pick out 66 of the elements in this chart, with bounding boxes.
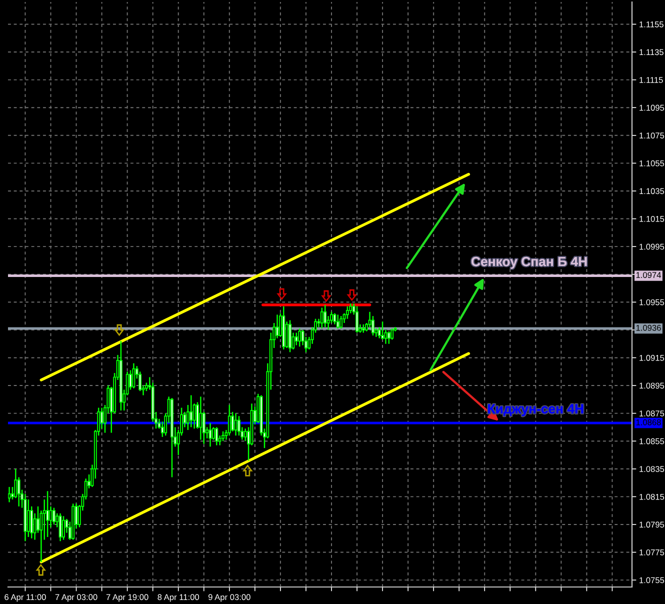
x-tick-label: 8 Apr 11:00 — [158, 594, 200, 602]
candlestick — [340, 315, 343, 330]
ref-line-label: 1.0936 — [636, 324, 661, 331]
candlestick — [52, 507, 56, 526]
y-tick-label: 1.0995 — [640, 244, 664, 250]
candlestick — [356, 306, 358, 334]
candlestick — [276, 314, 279, 339]
candlestick — [387, 330, 390, 344]
y-tick-label: 1.0915 — [640, 354, 664, 361]
y-tick-label: 1.0875 — [640, 410, 664, 416]
candlestick — [381, 320, 384, 340]
candlestick — [371, 315, 374, 336]
y-tick-label: 1.0955 — [640, 299, 664, 306]
candlestick — [222, 430, 224, 442]
candlestick — [237, 415, 240, 436]
candlestick — [326, 315, 330, 331]
candlestick — [62, 516, 65, 540]
ref-line-label: 1.0868 — [636, 419, 661, 426]
y-tick-label: 1.1075 — [640, 132, 664, 138]
candlestick — [100, 407, 104, 430]
candlestick — [333, 312, 336, 325]
x-tick-label: 9 Apr 03:00 — [208, 594, 250, 602]
candlestick — [199, 396, 202, 440]
y-tick-label: 1.0855 — [640, 438, 664, 444]
candlestick — [231, 411, 234, 432]
y-tick-label: 1.1095 — [640, 104, 664, 111]
candlestick — [324, 304, 327, 328]
candlestick — [36, 506, 40, 534]
candlestick — [336, 314, 340, 330]
candlestick — [390, 328, 394, 340]
candlestick — [49, 506, 52, 528]
y-tick-label: 1.0835 — [640, 466, 664, 472]
y-tick-label: 1.1055 — [640, 160, 664, 166]
annotation: Сенкоу Спан Б 4H — [472, 256, 587, 269]
ref-line-label: 1.0974 — [636, 272, 661, 278]
y-tick-label: 1.1015 — [640, 216, 664, 222]
y-tick-label: 1.0895 — [640, 382, 664, 389]
candlestick — [234, 412, 238, 436]
candlestick — [132, 362, 136, 389]
candlestick — [244, 428, 247, 442]
x-tick-label: 7 Apr 03:00 — [55, 594, 98, 602]
y-tick-label: 1.0775 — [640, 549, 664, 556]
y-tick-label: 1.0755 — [640, 577, 664, 584]
y-tick-label: 1.0795 — [640, 522, 664, 528]
annotation: Киджун-сен 4H — [488, 404, 584, 416]
candlestick — [346, 306, 349, 320]
y-tick-label: 1.0815 — [640, 494, 664, 500]
y-tick-label: 1.1035 — [640, 188, 664, 194]
candlestick — [190, 394, 193, 428]
candlestick — [129, 370, 132, 390]
candlestick — [294, 332, 298, 346]
y-tick-label: 1.1115 — [640, 77, 663, 83]
candlestick — [46, 490, 50, 538]
candlestick — [228, 404, 231, 436]
x-tick-label: 7 Apr 19:00 — [106, 594, 148, 602]
candlestick — [298, 328, 302, 348]
candlestick — [26, 498, 30, 538]
y-tick-label: 1.1155 — [640, 22, 664, 28]
candlestick — [58, 512, 62, 542]
candlestick — [288, 320, 292, 353]
x-tick-label: 6 Apr 11:00 — [4, 594, 46, 602]
y-tick-label: 1.1135 — [640, 49, 664, 56]
candlestick — [215, 426, 218, 446]
candlestick — [320, 307, 324, 330]
candlestick — [8, 486, 11, 503]
candlestick — [208, 422, 212, 448]
